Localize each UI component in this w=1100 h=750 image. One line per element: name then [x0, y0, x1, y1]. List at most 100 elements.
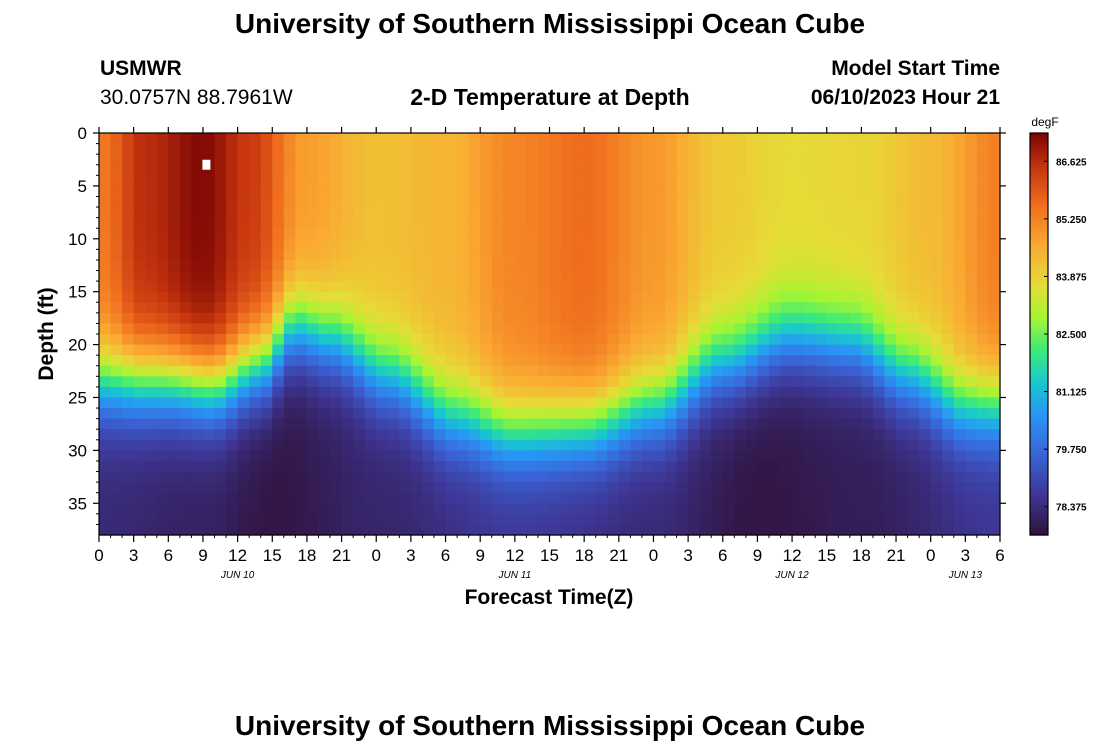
- heatmap-cell: [653, 175, 666, 187]
- heatmap-cell: [330, 217, 343, 229]
- heatmap-cell: [722, 460, 735, 473]
- colorbar-segment: [1030, 186, 1048, 191]
- heatmap-cell: [711, 386, 724, 399]
- colorbar-segment: [1030, 357, 1048, 362]
- heatmap-cell: [156, 365, 169, 377]
- heatmap-cell: [537, 164, 551, 176]
- heatmap-cell: [757, 259, 770, 272]
- heatmap-cell: [295, 270, 308, 282]
- heatmap-cell: [803, 238, 816, 250]
- heatmap-cell: [711, 471, 724, 483]
- heatmap-cell: [607, 439, 620, 451]
- colorbar-segment: [1030, 457, 1048, 462]
- heatmap-cell: [283, 207, 296, 219]
- heatmap-cell: [214, 408, 227, 420]
- heatmap-cell: [133, 291, 146, 303]
- heatmap-cell: [341, 302, 354, 314]
- heatmap-cell: [641, 164, 655, 176]
- heatmap-cell: [272, 259, 285, 272]
- heatmap-cell: [896, 408, 909, 420]
- heatmap-cell: [734, 513, 747, 526]
- heatmap-cell: [237, 450, 250, 462]
- heatmap-cell: [965, 323, 978, 335]
- y-tick-label: 35: [68, 494, 87, 513]
- heatmap-cell: [768, 513, 782, 526]
- heatmap-cell: [688, 143, 701, 155]
- heatmap-cell: [537, 376, 551, 388]
- heatmap-cell: [872, 460, 886, 473]
- heatmap-cell: [422, 270, 435, 282]
- heatmap-cell: [387, 249, 400, 261]
- heatmap-cell: [653, 355, 666, 367]
- heatmap-cell: [988, 460, 1001, 473]
- heatmap-cell: [537, 207, 551, 219]
- heatmap-cell: [861, 450, 874, 462]
- heatmap-cell: [607, 418, 620, 430]
- heatmap-cell: [110, 196, 123, 208]
- heatmap-cell: [537, 386, 551, 399]
- heatmap-cell: [896, 365, 909, 377]
- heatmap-cell: [641, 355, 655, 367]
- heatmap-cell: [884, 460, 897, 473]
- heatmap-cell: [676, 164, 689, 176]
- heatmap-cell: [861, 323, 874, 335]
- heatmap-cell: [919, 418, 932, 430]
- heatmap-cell: [410, 196, 424, 208]
- heatmap-cell: [110, 133, 123, 145]
- heatmap-cell: [803, 291, 816, 303]
- heatmap-cell: [272, 513, 285, 526]
- heatmap-cell: [745, 334, 759, 346]
- heatmap-cell: [260, 408, 273, 420]
- heatmap-cell: [676, 249, 689, 261]
- heatmap-cell: [445, 175, 458, 187]
- heatmap-cell: [306, 238, 320, 250]
- heatmap-cell: [618, 249, 631, 261]
- heatmap-cell: [919, 397, 932, 409]
- heatmap-cell: [295, 302, 308, 314]
- heatmap-cell: [849, 217, 862, 229]
- heatmap-cell: [699, 386, 712, 399]
- heatmap-cell: [318, 164, 331, 176]
- heatmap-cell: [722, 418, 735, 430]
- heatmap-cell: [468, 154, 481, 166]
- heatmap-cell: [942, 418, 955, 430]
- heatmap-cell: [792, 259, 805, 272]
- heatmap-cell: [595, 376, 608, 388]
- heatmap-cell: [676, 408, 689, 420]
- heatmap-cell: [364, 482, 377, 494]
- heatmap-cell: [110, 365, 123, 377]
- heatmap-cell: [341, 249, 354, 261]
- heatmap-cell: [676, 133, 689, 145]
- heatmap-cell: [179, 408, 193, 420]
- heatmap-cell: [168, 238, 181, 250]
- heatmap-cell: [780, 207, 793, 219]
- heatmap-cell: [272, 185, 285, 198]
- heatmap-cell: [826, 365, 839, 377]
- heatmap-cell: [584, 439, 597, 451]
- heatmap-cell: [191, 281, 204, 293]
- heatmap-cell: [734, 503, 747, 515]
- heatmap-cell: [549, 386, 562, 399]
- heatmap-cell: [722, 196, 735, 208]
- heatmap-cell: [896, 164, 909, 176]
- heatmap-cell: [803, 217, 816, 229]
- heatmap-cell: [815, 164, 828, 176]
- heatmap-cell: [595, 334, 608, 346]
- heatmap-cell: [191, 185, 204, 198]
- heatmap-cell: [792, 207, 805, 219]
- heatmap-cell: [537, 228, 551, 240]
- heatmap-cell: [145, 376, 158, 388]
- heatmap-cell: [584, 492, 597, 504]
- heatmap-cell: [468, 259, 481, 272]
- heatmap-cell: [399, 217, 412, 229]
- heatmap-cell: [584, 185, 597, 198]
- heatmap-cell: [815, 228, 828, 240]
- heatmap-cell: [341, 133, 354, 145]
- heatmap-cell: [676, 143, 689, 155]
- heatmap-cell: [445, 365, 458, 377]
- heatmap-cell: [133, 238, 146, 250]
- heatmap-cell: [572, 207, 585, 219]
- heatmap-cell: [919, 249, 932, 261]
- heatmap-cell: [653, 471, 666, 483]
- heatmap-cell: [919, 302, 932, 314]
